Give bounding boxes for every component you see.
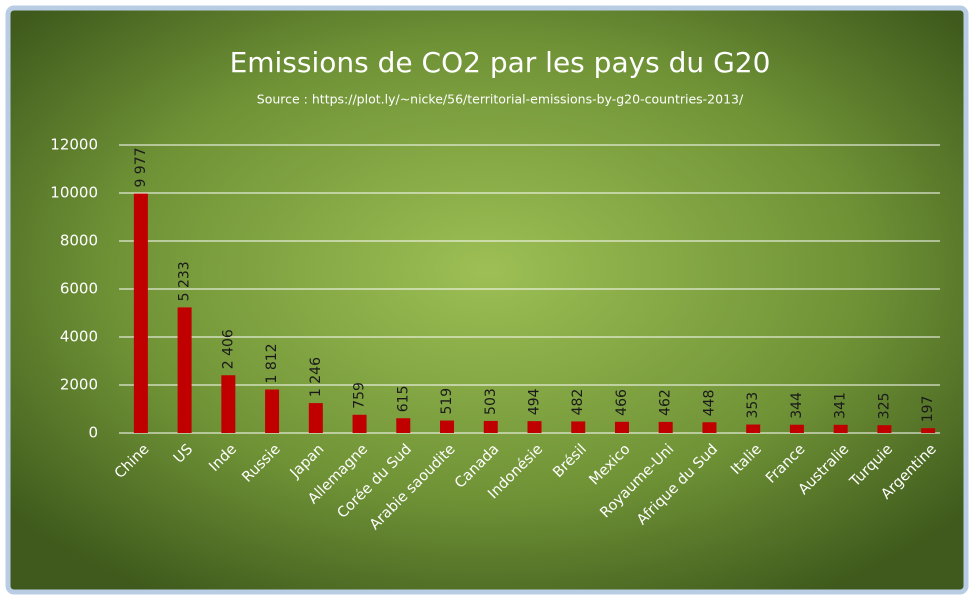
- value-label: 759: [352, 382, 368, 409]
- value-label: 448: [701, 390, 717, 417]
- value-label: 2 406: [220, 329, 236, 369]
- bar: [527, 421, 542, 433]
- bar: [133, 193, 148, 433]
- bar: [308, 403, 323, 433]
- bar: [921, 428, 936, 433]
- bar: [352, 414, 367, 433]
- bar: [877, 425, 892, 433]
- value-label: 466: [614, 389, 630, 416]
- value-label: 341: [833, 392, 849, 419]
- value-label: 462: [658, 389, 674, 416]
- y-tick-label: 4000: [60, 328, 98, 346]
- value-label: 503: [483, 388, 499, 415]
- bar: [702, 422, 717, 433]
- chart-subtitle: Source : https://plot.ly/~nicke/56/terri…: [257, 92, 744, 107]
- bar: [614, 421, 629, 433]
- y-tick-label: 0: [88, 424, 98, 442]
- value-label: 325: [876, 392, 892, 419]
- value-label: 1 246: [308, 357, 324, 397]
- bar: [221, 375, 236, 433]
- y-tick-label: 12000: [50, 136, 98, 154]
- value-label: 197: [920, 396, 936, 423]
- y-tick-label: 2000: [60, 376, 98, 394]
- value-label: 9 977: [133, 147, 149, 187]
- value-label: 5 233: [177, 261, 193, 301]
- y-tick-label: 6000: [60, 280, 98, 298]
- bar: [396, 418, 411, 433]
- value-label: 494: [527, 388, 543, 415]
- chart-frame: [5, 5, 969, 595]
- bar: [177, 307, 192, 433]
- value-label: 353: [745, 392, 761, 419]
- value-label: 519: [439, 388, 455, 415]
- bar: [440, 420, 455, 433]
- value-label: 1 812: [264, 343, 280, 383]
- bar: [571, 421, 586, 433]
- bar: [789, 424, 804, 433]
- y-tick-label: 10000: [50, 184, 98, 202]
- value-label: 344: [789, 392, 805, 419]
- value-label: 615: [395, 386, 411, 413]
- y-tick-label: 8000: [60, 232, 98, 250]
- bar: [833, 424, 848, 433]
- value-label: 482: [570, 389, 586, 416]
- bar: [658, 421, 673, 433]
- bar: [483, 420, 498, 433]
- bar: [746, 424, 761, 433]
- bar: [265, 389, 280, 433]
- chart-title: Emissions de CO2 par les pays du G20: [230, 46, 771, 79]
